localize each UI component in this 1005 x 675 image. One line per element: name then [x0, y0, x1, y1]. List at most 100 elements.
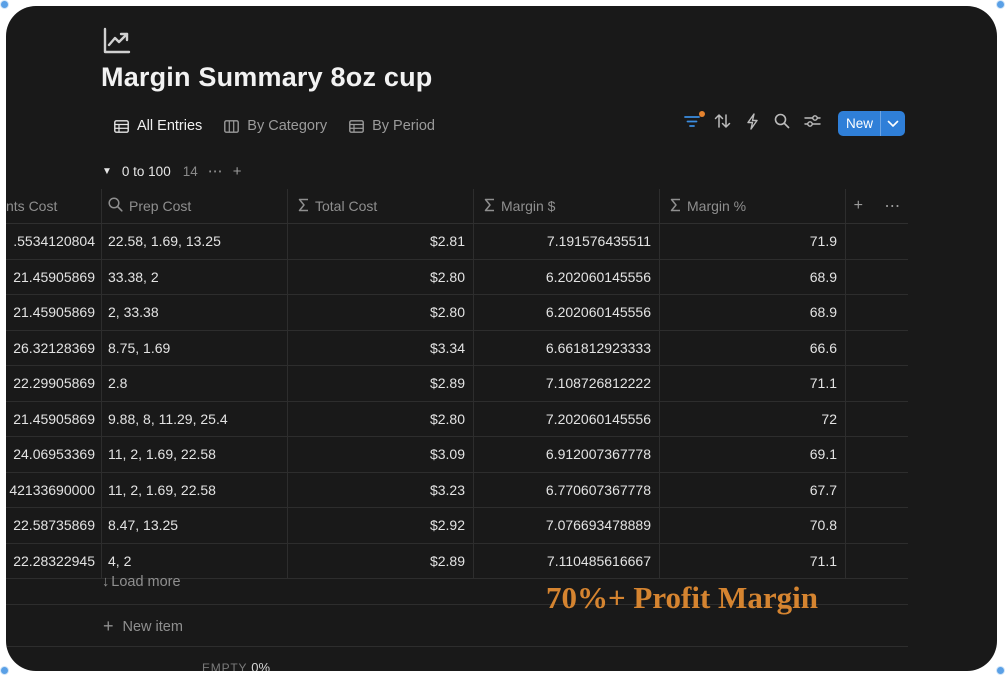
column-header-ingredients-cost[interactable]: nts Cost	[6, 189, 102, 223]
cell-ingredients-cost[interactable]: 26.32128369	[6, 330, 102, 365]
more-icon[interactable]: ⋯	[884, 198, 901, 215]
search-button[interactable]	[772, 113, 792, 134]
cell-total-cost[interactable]: $2.80	[288, 401, 474, 436]
cell-margin-dollar[interactable]: 6.661812923333	[474, 330, 660, 365]
sort-button[interactable]	[712, 114, 732, 134]
cell-prep-cost[interactable]: 11, 2, 1.69, 22.58	[102, 472, 288, 507]
tab-by-period[interactable]: By Period	[349, 118, 435, 134]
cell-ingredients-cost[interactable]: 22.29905869	[6, 366, 102, 401]
cell-ingredients-cost[interactable]: 21.45905869	[6, 259, 102, 294]
cell-total-cost[interactable]: $2.80	[288, 259, 474, 294]
column-header-total-cost[interactable]: Total Cost	[288, 189, 474, 223]
cell-margin-percent[interactable]: 72	[660, 401, 846, 436]
new-item-button[interactable]: + New item	[103, 616, 183, 637]
cell-margin-dollar[interactable]: 7.108726812222	[474, 366, 660, 401]
cell-empty[interactable]	[846, 473, 908, 508]
cell-total-cost[interactable]: $3.34	[288, 330, 474, 365]
load-more-button[interactable]: ↓ Load more	[102, 574, 181, 590]
cell-ingredients-cost[interactable]: 21.45905869	[6, 401, 102, 436]
cell-prep-cost[interactable]: 9.88, 8, 11.29, 25.4	[102, 401, 288, 436]
table-row[interactable]: .5534120804 22.58, 1.69, 13.25 $2.81 7.1915…	[6, 224, 908, 260]
column-header-prep-cost[interactable]: Prep Cost	[102, 189, 288, 223]
new-dropdown-button[interactable]	[880, 111, 905, 136]
cell-prep-cost[interactable]: 4, 2	[102, 543, 288, 578]
table-row[interactable]: 21.45905869 2, 33.38 $2.80 6.202060145556 68…	[6, 295, 908, 331]
cell-margin-percent[interactable]: 69.1	[660, 437, 846, 472]
cell-margin-dollar[interactable]: 6.202060145556	[474, 295, 660, 330]
cell-empty[interactable]	[846, 331, 908, 366]
cell-margin-dollar[interactable]: 6.770607367778	[474, 472, 660, 507]
cell-margin-percent[interactable]: 68.9	[660, 259, 846, 294]
cell-margin-percent[interactable]: 67.7	[660, 472, 846, 507]
cell-empty[interactable]	[846, 295, 908, 330]
collapse-triangle-icon[interactable]: ▼	[102, 165, 112, 177]
table-row[interactable]: 21.45905869 33.38, 2 $2.80 6.202060145556 68…	[6, 259, 908, 295]
cell-total-cost[interactable]: $2.92	[288, 508, 474, 543]
add-icon[interactable]: +	[232, 162, 242, 180]
cell-ingredients-cost[interactable]: 42133690000	[6, 472, 102, 507]
cell-empty[interactable]	[846, 260, 908, 295]
cell-prep-cost[interactable]: 2, 33.38	[102, 295, 288, 330]
more-icon[interactable]: ⋯	[207, 163, 223, 180]
cell-margin-percent[interactable]: 71.1	[660, 366, 846, 401]
cell-ingredients-cost[interactable]: 21.45905869	[6, 295, 102, 330]
selection-handle[interactable]	[996, 666, 1005, 675]
cell-empty[interactable]	[846, 224, 908, 259]
table-row[interactable]: 22.58735869 8.47, 13.25 $2.92 7.07669347888…	[6, 508, 908, 544]
cell-empty[interactable]	[846, 544, 908, 579]
cell-margin-percent[interactable]: 71.1	[660, 543, 846, 578]
cell-ingredients-cost[interactable]: 24.06953369	[6, 437, 102, 472]
cell-total-cost[interactable]: $3.23	[288, 472, 474, 507]
new-button[interactable]: New	[838, 111, 906, 136]
cell-prep-cost[interactable]: 2.8	[102, 366, 288, 401]
filter-button[interactable]	[682, 110, 705, 134]
tab-all-entries[interactable]: All Entries	[114, 118, 202, 134]
table-row[interactable]: 42133690000 11, 2, 1.69, 22.58 $3.23 6.7706…	[6, 472, 908, 508]
selection-handle[interactable]	[0, 666, 9, 675]
tab-by-category[interactable]: By Category	[224, 118, 327, 134]
cell-margin-percent[interactable]: 66.6	[660, 330, 846, 365]
chart-line-icon[interactable]	[102, 26, 132, 56]
cell-margin-percent[interactable]: 71.9	[660, 224, 846, 259]
cell-prep-cost[interactable]: 11, 2, 1.69, 22.58	[102, 437, 288, 472]
calculation-footer[interactable]: EMPTY 0%	[202, 660, 270, 671]
cell-total-cost[interactable]: $2.89	[288, 543, 474, 578]
cell-margin-dollar[interactable]: 7.076693478889	[474, 508, 660, 543]
selection-handle[interactable]	[996, 0, 1005, 9]
cell-margin-dollar[interactable]: 7.110485616667	[474, 543, 660, 578]
add-column-icon[interactable]: +	[853, 197, 863, 214]
cell-margin-dollar[interactable]: 7.191576435511	[474, 224, 660, 259]
cell-prep-cost[interactable]: 33.38, 2	[102, 259, 288, 294]
cell-margin-dollar[interactable]: 6.202060145556	[474, 259, 660, 294]
automation-button[interactable]	[742, 112, 762, 134]
table-row[interactable]: 26.32128369 8.75, 1.69 $3.34 6.661812923333…	[6, 330, 908, 366]
settings-button[interactable]	[802, 114, 822, 134]
table-row[interactable]: 22.28322945 4, 2 $2.89 7.110485616667 71.1	[6, 543, 908, 579]
cell-total-cost[interactable]: $2.81	[288, 224, 474, 259]
new-button-label[interactable]: New	[846, 116, 874, 131]
cell-empty[interactable]	[846, 437, 908, 472]
table-row[interactable]: 21.45905869 9.88, 8, 11.29, 25.4 $2.80 7.20…	[6, 401, 908, 437]
cell-prep-cost[interactable]: 22.58, 1.69, 13.25	[102, 224, 288, 259]
cell-margin-percent[interactable]: 68.9	[660, 295, 846, 330]
cell-ingredients-cost[interactable]: 22.28322945	[6, 543, 102, 578]
cell-ingredients-cost[interactable]: .5534120804	[6, 224, 102, 259]
table-row[interactable]: 22.29905869 2.8 $2.89 7.108726812222 71.1	[6, 366, 908, 402]
cell-total-cost[interactable]: $2.89	[288, 366, 474, 401]
cell-empty[interactable]	[846, 402, 908, 437]
group-name[interactable]: 0 to 100	[121, 163, 171, 179]
cell-ingredients-cost[interactable]: 22.58735869	[6, 508, 102, 543]
cell-margin-dollar[interactable]: 6.912007367778	[474, 437, 660, 472]
column-header-margin-dollar[interactable]: Margin $	[474, 189, 660, 223]
cell-total-cost[interactable]: $3.09	[288, 437, 474, 472]
selection-handle[interactable]	[0, 0, 9, 9]
cell-margin-percent[interactable]: 70.8	[660, 508, 846, 543]
cell-empty[interactable]	[846, 366, 908, 401]
cell-empty[interactable]	[846, 508, 908, 543]
cell-margin-dollar[interactable]: 7.202060145556	[474, 401, 660, 436]
table-row[interactable]: 24.06953369 11, 2, 1.69, 22.58 $3.09 6.9120…	[6, 437, 908, 473]
cell-total-cost[interactable]: $2.80	[288, 295, 474, 330]
column-header-margin-percent[interactable]: Margin %	[660, 189, 846, 223]
page-title[interactable]: Margin Summary 8oz cup	[101, 62, 433, 92]
cell-prep-cost[interactable]: 8.47, 13.25	[102, 508, 288, 543]
